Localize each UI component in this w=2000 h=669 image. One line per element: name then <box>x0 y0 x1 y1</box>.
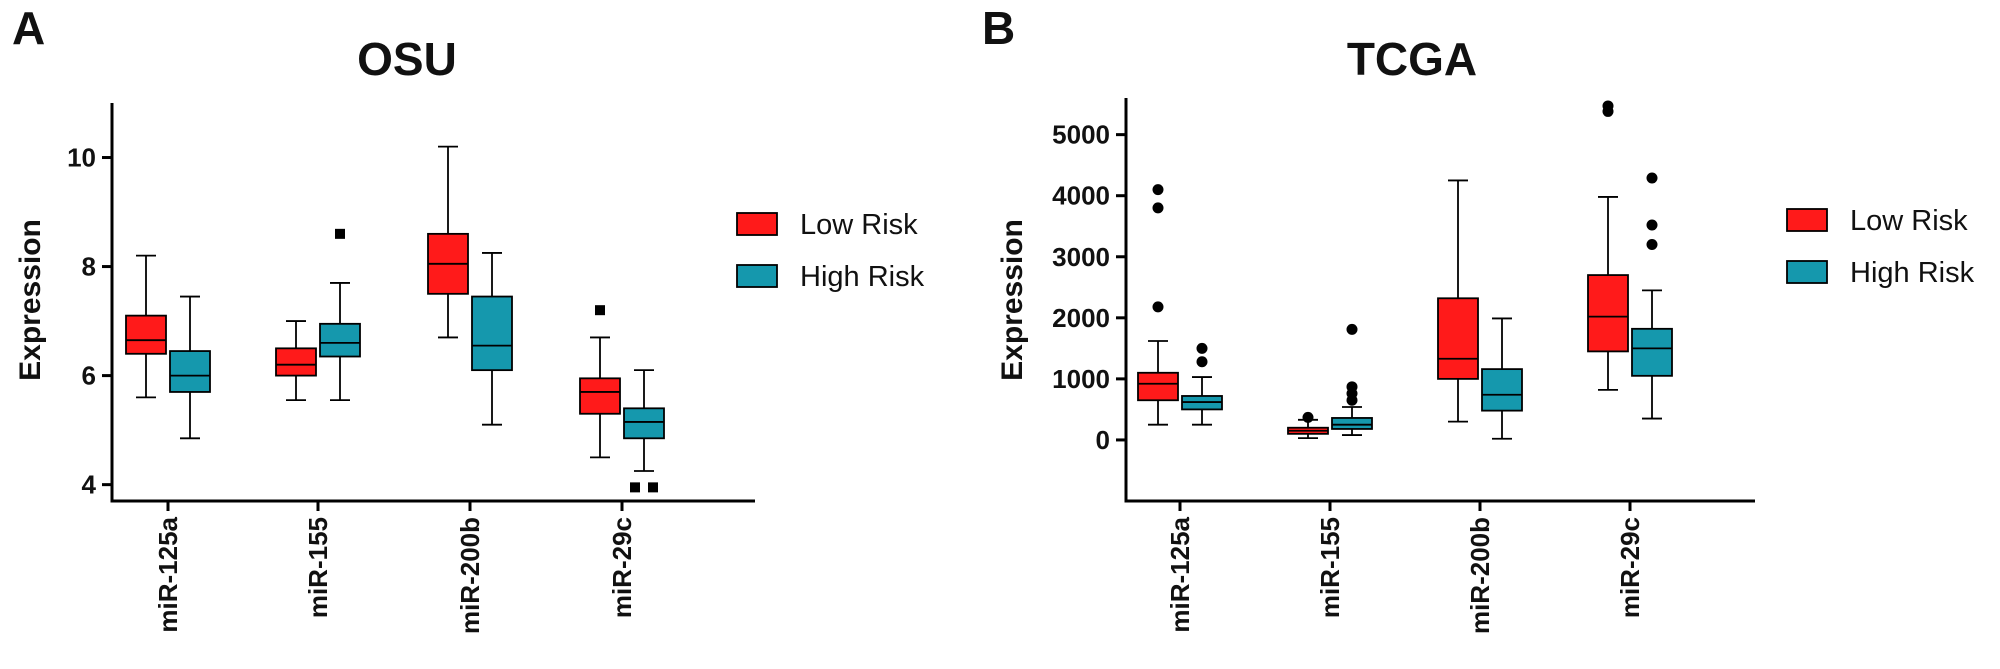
box-iqr <box>623 407 665 440</box>
chart-title: TCGA <box>1347 33 1477 85</box>
chart-title: OSU <box>357 33 457 85</box>
x-tick-label: miR-200b <box>1465 517 1495 634</box>
y-axis-label: Expression <box>996 219 1029 381</box>
x-tick-label: miR-200b <box>455 517 485 634</box>
box-plot <box>275 320 317 402</box>
box-iqr <box>579 377 621 415</box>
x-tick-label: miR-125a <box>153 516 183 632</box>
y-tick-label: 1000 <box>1052 364 1110 394</box>
outlier-point <box>1602 100 1614 112</box>
y-tick-label: 0 <box>1096 425 1110 455</box>
box-plot <box>125 254 167 399</box>
x-tick-label: miR-155 <box>1315 517 1345 618</box>
series-low-risk <box>125 145 621 459</box>
box-plot <box>1437 179 1479 423</box>
outlier-point <box>335 228 345 239</box>
box-plot <box>1287 411 1329 440</box>
x-tick-label: miR-29c <box>607 517 637 618</box>
box-plot <box>1181 342 1223 426</box>
box-iqr <box>471 295 513 372</box>
series-low-risk <box>1137 100 1629 440</box>
x-tick-label: miR-29c <box>1615 517 1645 618</box>
outlier-point <box>630 482 640 493</box>
box-iqr <box>1631 327 1673 377</box>
y-tick-label: 5000 <box>1052 120 1110 150</box>
y-tick-label: 4 <box>82 470 97 500</box>
series-high-risk <box>169 228 665 493</box>
y-tick-label: 4000 <box>1052 181 1110 211</box>
legend-swatch-low-risk <box>1786 208 1828 232</box>
legend-label-high-risk: High Risk <box>800 261 925 293</box>
box-plot <box>1137 184 1179 426</box>
box-plot <box>471 252 513 426</box>
outlier-point <box>1152 184 1164 196</box>
legend-label-low-risk: Low Risk <box>800 209 918 241</box>
box-iqr <box>1587 274 1629 353</box>
outlier-point <box>1196 356 1208 368</box>
y-tick-label: 3000 <box>1052 242 1110 272</box>
box-iqr <box>1481 368 1523 412</box>
legend-swatch-low-risk <box>736 212 778 236</box>
legend-label-high-risk: High Risk <box>1850 257 1975 289</box>
outlier-point <box>595 305 605 316</box>
outlier-point <box>1346 323 1358 335</box>
y-tick-label: 2000 <box>1052 303 1110 333</box>
box-iqr <box>1437 297 1479 380</box>
box-plot <box>1631 172 1673 420</box>
outlier-point <box>1646 239 1658 251</box>
outlier-point <box>1646 219 1658 231</box>
box-iqr <box>1137 371 1179 402</box>
y-tick-label: 8 <box>82 252 96 282</box>
y-tick-label: 10 <box>67 143 96 173</box>
box-iqr <box>1331 417 1373 430</box>
box-plot <box>1587 100 1629 391</box>
series-high-risk <box>1181 172 1673 440</box>
box-plot <box>169 295 211 440</box>
panel-letter-a: A <box>12 2 45 54</box>
panel-a: A OSU 4 6 8 10 Expression miR-125a miR-155 miR-2… <box>12 2 925 634</box>
outlier-point <box>1646 172 1658 184</box>
outlier-point <box>1346 381 1358 393</box>
outlier-point <box>1152 301 1164 313</box>
box-plot <box>427 145 469 339</box>
panel-b: B TCGA 0 1000 2000 3000 4000 5000 Expression miR… <box>982 2 1975 634</box>
panel-letter-b: B <box>982 2 1015 54</box>
box-plot <box>1331 323 1373 436</box>
legend-swatch-high-risk <box>1786 260 1828 284</box>
box-plot <box>579 305 621 459</box>
box-iqr <box>275 347 317 377</box>
legend-swatch-high-risk <box>736 264 778 288</box>
legend-label-low-risk: Low Risk <box>1850 205 1968 237</box>
box-plot <box>1481 317 1523 440</box>
x-tick-label: miR-155 <box>303 517 333 618</box>
box-plot <box>623 369 665 493</box>
box-iqr <box>169 350 211 393</box>
box-iqr <box>319 322 361 358</box>
outlier-point <box>1302 411 1314 423</box>
box-plot <box>319 228 361 402</box>
box-iqr <box>125 314 167 355</box>
y-axis-label: Expression <box>14 219 47 381</box>
x-tick-label: miR-125a <box>1165 516 1195 632</box>
y-tick-label: 6 <box>82 361 96 391</box>
outlier-point <box>1196 342 1208 354</box>
outlier-point <box>648 482 658 493</box>
outlier-point <box>1152 202 1164 214</box>
